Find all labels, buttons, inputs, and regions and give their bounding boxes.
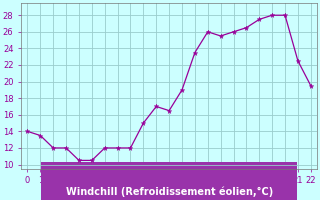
X-axis label: Windchill (Refroidissement éolien,°C): Windchill (Refroidissement éolien,°C)	[66, 187, 273, 197]
